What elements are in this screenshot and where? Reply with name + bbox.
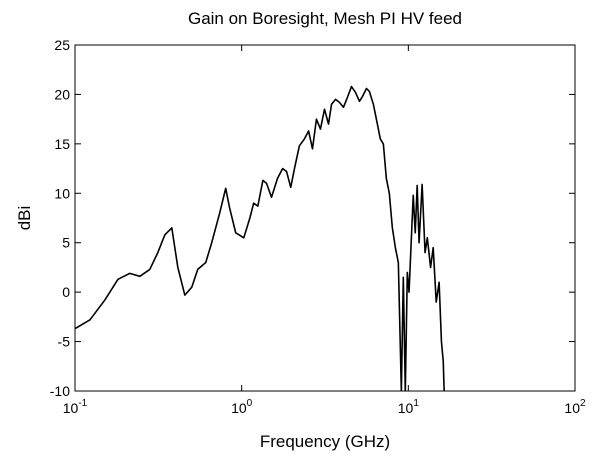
x-tick-label: 10-1 [63, 398, 88, 416]
x-tick-exponent: 1 [413, 398, 419, 409]
x-tick-exponent: 0 [247, 398, 253, 409]
x-tick-base: 10 [564, 400, 580, 416]
y-tick-label: 15 [54, 136, 70, 152]
x-tick-base: 10 [398, 400, 414, 416]
y-tick-label: -5 [58, 334, 71, 350]
y-tick-label: 0 [62, 284, 70, 300]
x-tick-label: 102 [564, 398, 586, 416]
chart-title: Gain on Boresight, Mesh PI HV feed [188, 9, 462, 28]
x-tick-base: 10 [63, 400, 79, 416]
y-axis-label: dBi [15, 206, 34, 231]
x-tick-exponent: -1 [78, 398, 87, 409]
y-tick-label: -10 [50, 383, 70, 399]
y-tick-label: 25 [54, 37, 70, 53]
x-axis-label: Frequency (GHz) [260, 432, 390, 451]
y-tick-label: 20 [54, 86, 70, 102]
y-tick-label: 10 [54, 185, 70, 201]
y-tick-label: 5 [62, 235, 70, 251]
data-line [75, 85, 445, 391]
x-tick-base: 10 [231, 400, 247, 416]
plot-frame [74, 44, 576, 392]
x-tick-label: 101 [398, 398, 420, 416]
x-tick-label: 100 [231, 398, 253, 416]
x-tick-exponent: 2 [580, 398, 586, 409]
